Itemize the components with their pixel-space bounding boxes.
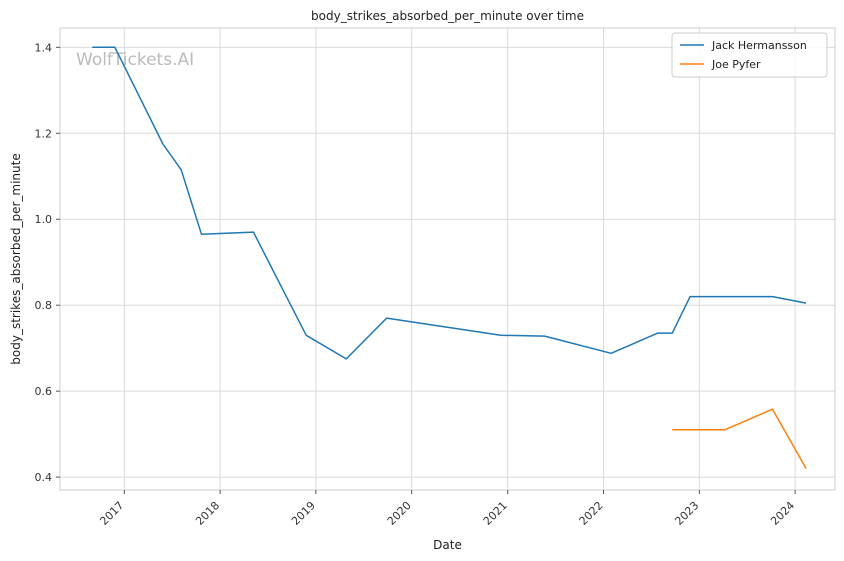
plot-area xyxy=(59,27,836,491)
legend-box xyxy=(671,32,828,78)
y-axis-title: body_strikes_absorbed_per_minute xyxy=(9,153,23,364)
x-tick-label: 2019 xyxy=(289,499,318,528)
legend-label-1: Joe Pyfer xyxy=(711,58,761,71)
chart-title: body_strikes_absorbed_per_minute over ti… xyxy=(311,9,584,23)
legend: Jack Hermansson Joe Pyfer xyxy=(671,32,828,78)
series xyxy=(92,46,807,469)
watermark-text: WolfTickets.AI xyxy=(76,50,194,70)
series-line-1 xyxy=(672,408,807,469)
y-axis-ticks: 0.4 0.6 0.8 1.0 1.2 1.4 xyxy=(35,41,60,484)
series-line-0 xyxy=(92,46,807,360)
x-tick-label: 2018 xyxy=(193,499,222,528)
y-tick-label: 0.6 xyxy=(35,385,53,398)
x-tick-label: 2024 xyxy=(768,499,797,528)
x-tick-label: 2017 xyxy=(97,499,126,528)
x-tick-label: 2023 xyxy=(672,499,701,528)
legend-label-0: Jack Hermansson xyxy=(711,39,807,52)
y-tick-label: 1.4 xyxy=(35,41,53,54)
x-tick-label: 2021 xyxy=(481,499,510,528)
x-axis-title: Date xyxy=(433,538,462,552)
x-tick-label: 2022 xyxy=(577,499,606,528)
y-tick-label: 0.8 xyxy=(35,299,53,312)
x-axis-ticks: 2017 2018 2019 2020 2021 2022 2023 2024 xyxy=(97,490,797,528)
grid xyxy=(60,28,835,490)
y-tick-label: 1.2 xyxy=(35,127,53,140)
x-tick-label: 2020 xyxy=(385,499,414,528)
y-tick-label: 0.4 xyxy=(35,471,53,484)
y-tick-label: 1.0 xyxy=(35,213,53,226)
